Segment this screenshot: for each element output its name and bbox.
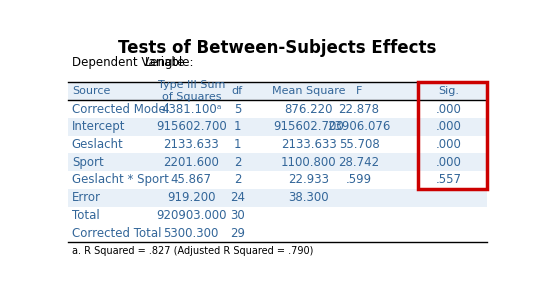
Text: 5: 5 (234, 103, 241, 115)
Text: 2201.600: 2201.600 (163, 156, 219, 169)
Text: Source: Source (72, 86, 110, 96)
Text: 22.878: 22.878 (339, 103, 380, 115)
Text: Corrected Total: Corrected Total (72, 227, 161, 240)
Text: Intercept: Intercept (72, 120, 126, 133)
Text: Geslacht * Sport: Geslacht * Sport (72, 173, 169, 187)
Text: Dependent Variable:: Dependent Variable: (72, 56, 193, 69)
Text: .000: .000 (436, 103, 462, 115)
Text: 28.742: 28.742 (339, 156, 380, 169)
Text: 38.300: 38.300 (288, 191, 329, 204)
Text: Lengte: Lengte (145, 56, 186, 69)
Text: .000: .000 (436, 120, 462, 133)
Text: .000: .000 (436, 156, 462, 169)
Text: .599: .599 (346, 173, 372, 187)
Text: 915602.700: 915602.700 (156, 120, 227, 133)
Text: df: df (232, 86, 243, 96)
Bar (418, 82, 487, 189)
Text: 2: 2 (234, 173, 241, 187)
Text: 876.220: 876.220 (285, 103, 333, 115)
Text: .557: .557 (436, 173, 462, 187)
Text: 1: 1 (234, 138, 241, 151)
Bar (68, 118, 487, 136)
Text: F: F (356, 86, 362, 96)
Text: 55.708: 55.708 (339, 138, 379, 151)
Text: 1100.800: 1100.800 (281, 156, 337, 169)
Text: Sport: Sport (72, 156, 103, 169)
Text: a. R Squared = .827 (Adjusted R Squared = .790): a. R Squared = .827 (Adjusted R Squared … (72, 246, 313, 256)
Text: 2133.633: 2133.633 (163, 138, 219, 151)
Text: Geslacht: Geslacht (72, 138, 123, 151)
Bar (68, 82, 487, 100)
Text: 915602.700: 915602.700 (273, 120, 344, 133)
Text: 919.200: 919.200 (167, 191, 215, 204)
Text: Type III Sum
of Squares: Type III Sum of Squares (157, 80, 225, 102)
Text: Sig.: Sig. (439, 86, 460, 96)
Text: Tests of Between-Subjects Effects: Tests of Between-Subjects Effects (118, 39, 437, 57)
Text: 1: 1 (234, 120, 241, 133)
Text: 23906.076: 23906.076 (327, 120, 391, 133)
Text: Mean Square: Mean Square (272, 86, 346, 96)
Text: 45.867: 45.867 (171, 173, 212, 187)
Text: 920903.000: 920903.000 (156, 209, 227, 222)
Text: Corrected Model: Corrected Model (72, 103, 169, 115)
Text: 4381.100ᵃ: 4381.100ᵃ (161, 103, 221, 115)
Text: Total: Total (72, 209, 100, 222)
Text: 22.933: 22.933 (288, 173, 329, 187)
Text: 2133.633: 2133.633 (281, 138, 337, 151)
Bar (68, 189, 487, 207)
Text: 5300.300: 5300.300 (163, 227, 219, 240)
Text: .000: .000 (436, 138, 462, 151)
Bar (68, 153, 487, 171)
Text: 30: 30 (230, 209, 245, 222)
Text: Error: Error (72, 191, 101, 204)
Text: 24: 24 (230, 191, 245, 204)
Text: 29: 29 (230, 227, 245, 240)
Text: 2: 2 (234, 156, 241, 169)
